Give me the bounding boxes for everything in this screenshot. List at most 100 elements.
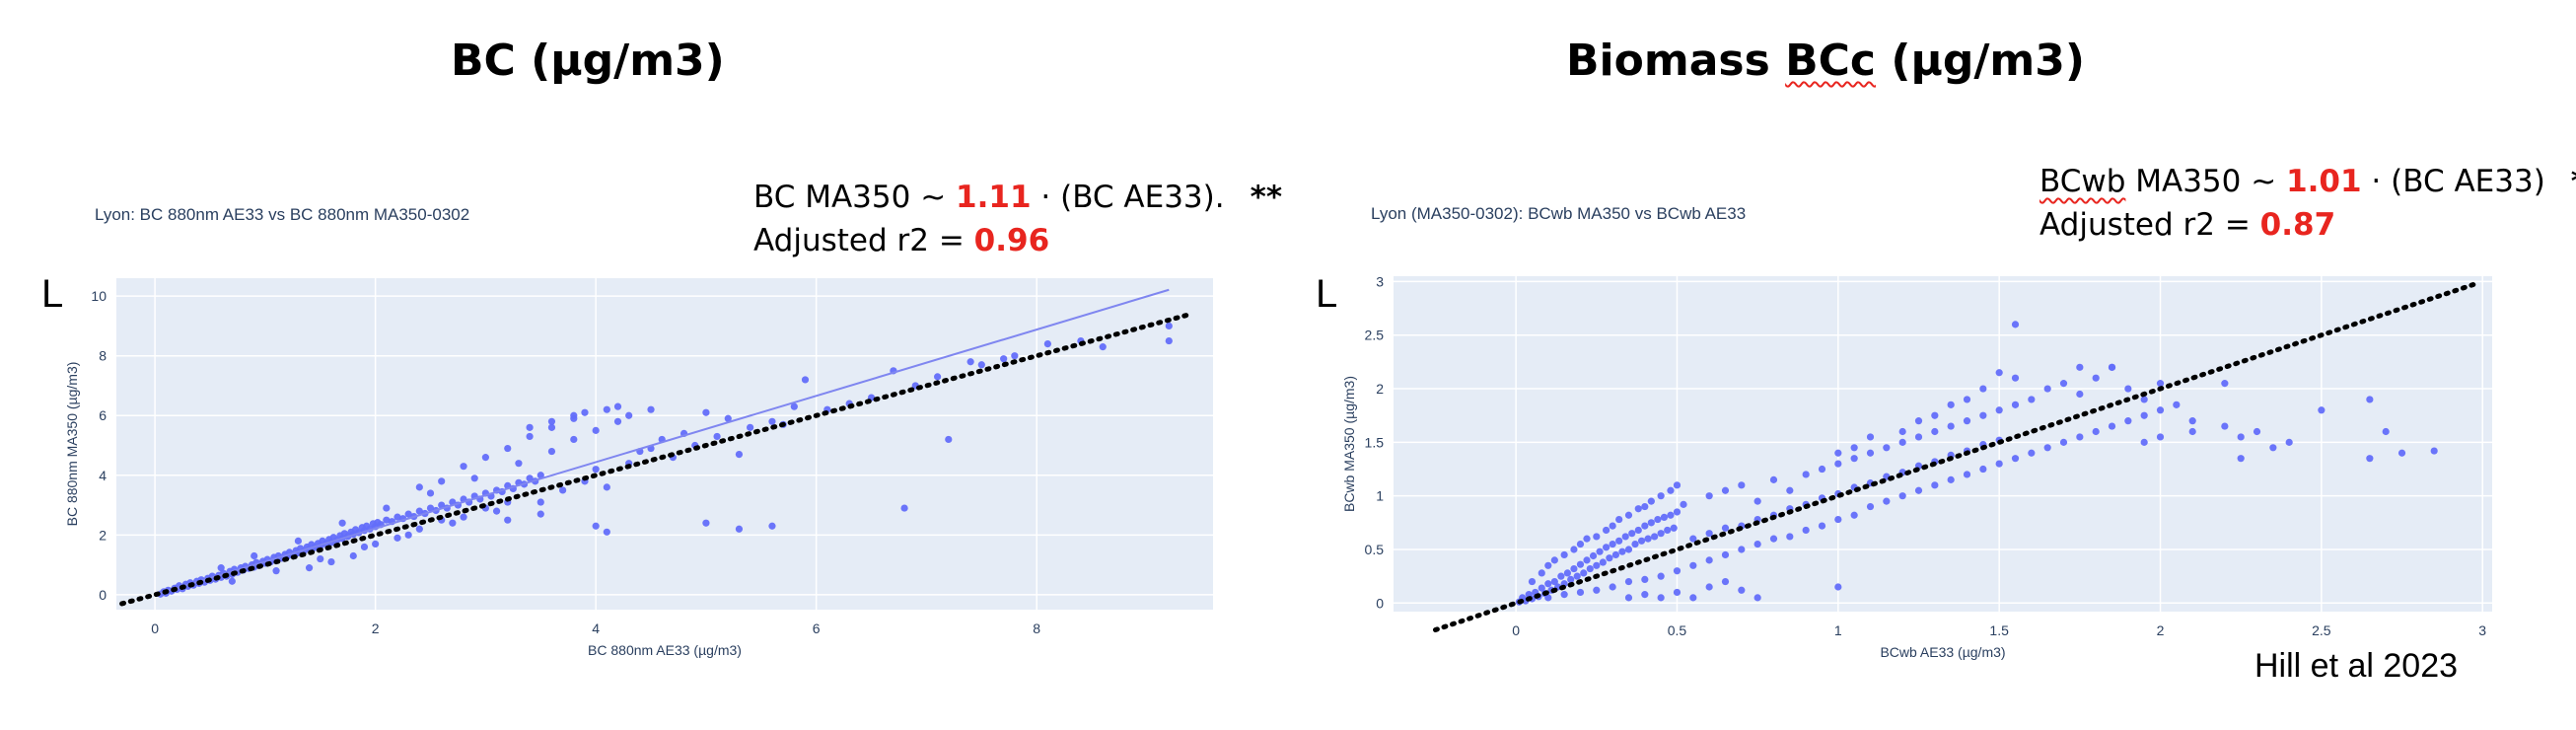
right-data-point [1931,427,1939,436]
right-data-point [1673,567,1682,575]
right-data-point [1550,577,1558,586]
left-eq-prefix: BC MA350 ~ [753,180,957,215]
left-data-point [592,466,600,474]
left-y-axis-label: BC 880nm MA350 (µg/m3) [64,362,80,527]
right-data-point [1995,406,2003,414]
left-data-point [349,551,357,560]
right-x-tick-label: 3 [2478,622,2486,638]
left-data-point [438,477,446,485]
left-data-point [415,507,423,515]
right-data-point [1802,471,1810,478]
right-data-point [1866,449,1875,457]
left-data-point [559,486,567,494]
right-data-point [1657,594,1665,602]
right-plot-title: Lyon (MA350-0302): BCwb MA350 vs BCwb AE… [1371,204,1747,223]
right-data-point [1544,594,1552,602]
right-x-tick-label: 0 [1512,622,1520,638]
right-data-point [1898,492,1906,500]
right-data-point [1570,564,1578,573]
right-data-point [2397,449,2406,457]
right-data-point [2382,427,2390,436]
right-data-point [2221,422,2229,430]
right-data-point [1769,475,1778,483]
right-y-tick-label: 1 [1376,488,1384,504]
right-data-point [2076,363,2084,371]
left-data-point [515,460,523,468]
right-data-point [1641,502,1649,511]
right-data-point [1979,385,1987,393]
left-data-point [383,516,391,524]
left-data-point [613,417,622,425]
right-data-point [2237,455,2245,463]
right-data-point [1963,417,1971,425]
left-data-point [702,408,710,416]
right-data-point [1628,530,1636,538]
right-data-point [2092,427,2100,436]
right-data-point [1634,526,1642,535]
left-y-tick-label: 6 [99,407,107,423]
right-section-title-marked: BCc [1785,36,1877,86]
left-data-point [547,417,556,425]
right-data-point [1931,411,1939,419]
right-data-point [1550,556,1558,564]
right-eq-coef: 1.01 [2286,164,2362,199]
right-data-point [1560,591,1568,599]
left-data-point [504,516,512,524]
left-data-point [581,408,589,416]
left-data-point [338,519,346,527]
left-plot-title: Lyon: BC 880nm AE33 vs BC 880nm MA350-03… [95,205,470,224]
right-adjusted-r2: Adjusted r2 = 0.87 [2039,207,2335,243]
right-data-point [1647,519,1655,527]
right-data-point [2269,444,2277,452]
left-data-point [415,525,423,533]
right-data-point [1834,583,1842,591]
left-data-point [592,522,600,530]
right-data-point [2092,374,2100,382]
right-data-point [2011,401,2020,408]
right-data-point [1609,522,1616,530]
left-data-point [327,557,335,566]
right-data-point [2285,438,2293,446]
right-data-point [1979,465,1987,474]
right-y-tick-label: 0.5 [1365,542,1385,557]
right-data-point [1624,577,1633,586]
right-data-point [1802,526,1810,535]
right-data-point [1931,481,1939,489]
left-r2-label: Adjusted r2 = [753,223,974,258]
right-y-tick-label: 1.5 [1365,434,1385,450]
right-data-point [1914,417,1923,425]
left-data-point [1099,343,1107,351]
right-data-point [1641,575,1649,584]
right-data-point [2108,422,2116,430]
right-data-point [1866,433,1875,441]
left-data-point [735,450,744,459]
left-x-tick-label: 6 [813,620,821,636]
left-y-tick-label: 8 [99,348,107,364]
right-data-point [1963,471,1971,478]
right-data-point [1606,554,1613,562]
right-data-point [2011,374,2020,382]
right-data-point [2140,438,2148,446]
right-x-tick-label: 1.5 [1989,622,2009,638]
right-data-point [2043,385,2051,393]
right-section-title-suffix: (µg/m3) [1876,36,2085,86]
right-data-point [1818,465,1826,474]
left-data-point [603,405,610,413]
right-data-point [2124,385,2132,393]
left-data-point [404,510,412,518]
right-data-point [1705,530,1713,538]
left-x-tick-label: 0 [151,620,159,636]
left-data-point [801,376,810,384]
left-x-axis-label: BC 880nm AE33 (µg/m3) [588,642,742,658]
left-x-tick-label: 8 [1033,620,1040,636]
right-data-point [1898,427,1906,436]
right-data-point [1657,492,1665,500]
right-data-point [1769,535,1778,543]
left-data-point [945,435,953,444]
right-data-point [1979,411,1987,419]
right-data-point [1995,369,2003,377]
left-eq-coef: 1.11 [956,180,1032,215]
right-data-point [1883,444,1891,452]
right-data-point [1738,546,1746,553]
right-data-point [1947,401,1955,408]
